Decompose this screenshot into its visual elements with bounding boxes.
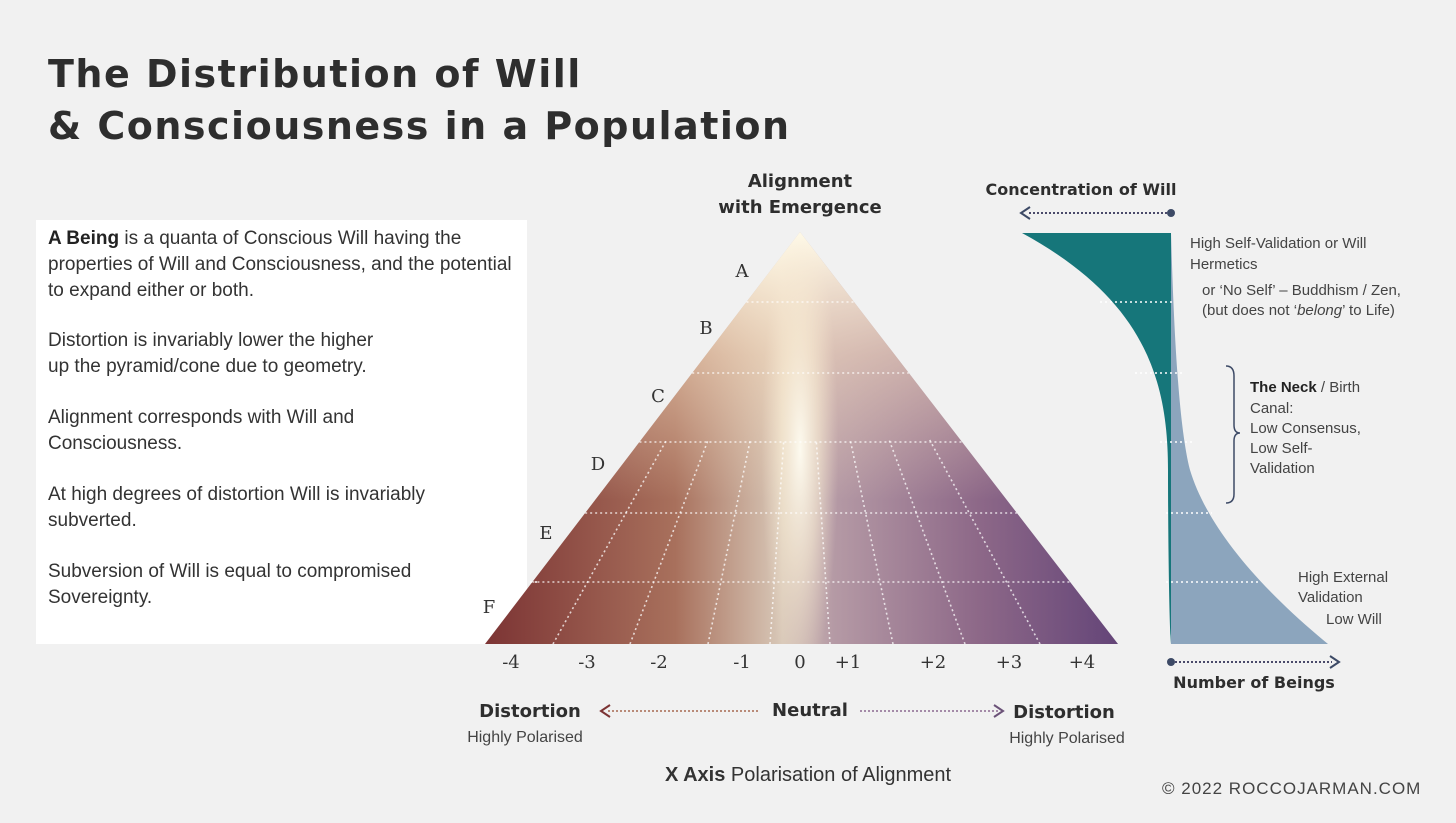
will-chart-gridlines [1100,301,1260,583]
sovereignty-note: Subversion of Will is equal to compromis… [48,561,412,608]
neck-line-4: Low Self- [1250,440,1313,457]
distortion-note: Distortion is invariably lower the highe… [48,328,518,380]
neck-line-1: The Neck / Birth [1250,379,1360,396]
explanation-panel: A Being is a quanta of Conscious Will ha… [36,220,527,644]
title-line-2: & Consciousness in a Population [48,104,791,148]
self-validation-line-2: Hermetics [1190,256,1258,273]
alignment-note: Alignment corresponds with Will and Cons… [48,407,355,454]
left-arrow-head [599,704,611,718]
copyright-notice: © 2022 ROCCOJARMAN.COM [1162,779,1422,798]
tick-label: -1 [733,652,751,673]
radial-line [929,439,1041,645]
beings-area [1171,233,1328,644]
left-distortion-label: Distortion [479,701,581,722]
neck-line-2: Canal: [1250,400,1293,417]
level-labels: A B C D E F [483,261,750,618]
tick-label: -3 [578,652,596,673]
beings-arrow-head [1329,655,1341,669]
concentration-axis-dot [1167,209,1175,217]
apex-label-line-2: with Emergence [718,197,881,218]
beings-axis-dot [1167,658,1175,666]
pyramid-grid [532,301,1071,645]
radial-line [629,439,709,645]
low-will-label: Low Will [1326,611,1382,628]
external-validation-line-1: High External [1298,569,1388,586]
pyramid-light-beam [485,232,1118,644]
title-line-1: The Distribution of Will [48,52,582,96]
diagram-title: The Distribution of Will & Consciousness… [48,48,791,152]
right-arrow-head [993,704,1005,718]
will-distribution-chart [1019,206,1341,669]
concentration-of-will-label: Concentration of Will [986,180,1177,199]
x-axis-caption-bold: X Axis [665,764,725,786]
tick-label: 0 [794,652,805,673]
subversion-note: At high degrees of distortion Will is in… [48,484,426,531]
tick-labels: -4 -3 -2 -1 0 +1 +2 +3 +4 [502,652,1095,673]
level-label-f: F [483,597,496,618]
level-label-a: A [735,261,750,282]
radial-line [888,439,966,645]
will-area [1022,233,1171,644]
radial-line [815,439,831,645]
tick-label: -4 [502,652,520,673]
neck-line-3: Low Consensus, [1250,420,1361,437]
self-validation-line-1: High Self-Validation or Will [1190,235,1366,252]
x-axis-caption: X Axis Polarisation of Alignment [665,764,952,786]
tick-label: +1 [835,652,862,673]
distortion-note-line-1: Distortion is invariably lower the highe… [48,330,374,351]
level-label-e: E [539,523,552,544]
right-distortion-label: Distortion [1013,702,1115,723]
left-polarised-label: Highly Polarised [467,729,583,746]
neutral-label: Neutral [772,700,848,721]
tick-label: -2 [650,652,668,673]
level-label-c: C [651,386,665,407]
tick-label: +4 [1069,652,1096,673]
apex-label-line-1: Alignment [748,171,853,192]
neck-line-5: Validation [1250,460,1315,477]
level-label-b: B [699,318,712,339]
being-definition: A Being is a quanta of Conscious Will ha… [48,226,518,304]
pyramid [485,232,1118,645]
no-self-line-2: (but does not ‘belong’ to Life) [1202,302,1395,319]
being-term: A Being [48,228,120,249]
distortion-note-line-2: up the pyramid/cone due to geometry. [48,356,367,377]
right-polarised-label: Highly Polarised [1009,730,1125,747]
number-of-beings-label: Number of Beings [1173,673,1335,692]
radial-line [552,439,668,645]
being-definition-text: is a quanta of Conscious Will having the… [48,228,512,301]
no-self-line-1: or ‘No Self’ – Buddhism / Zen, [1202,282,1401,299]
concentration-arrow-head [1019,206,1031,220]
x-axis-caption-rest: Polarisation of Alignment [725,764,951,786]
radial-line [769,439,785,645]
external-validation-line-2: Validation [1298,589,1363,606]
tick-label: +2 [920,652,947,673]
tick-label: +3 [996,652,1023,673]
neck-brace [1225,365,1241,504]
level-label-d: D [591,454,605,475]
